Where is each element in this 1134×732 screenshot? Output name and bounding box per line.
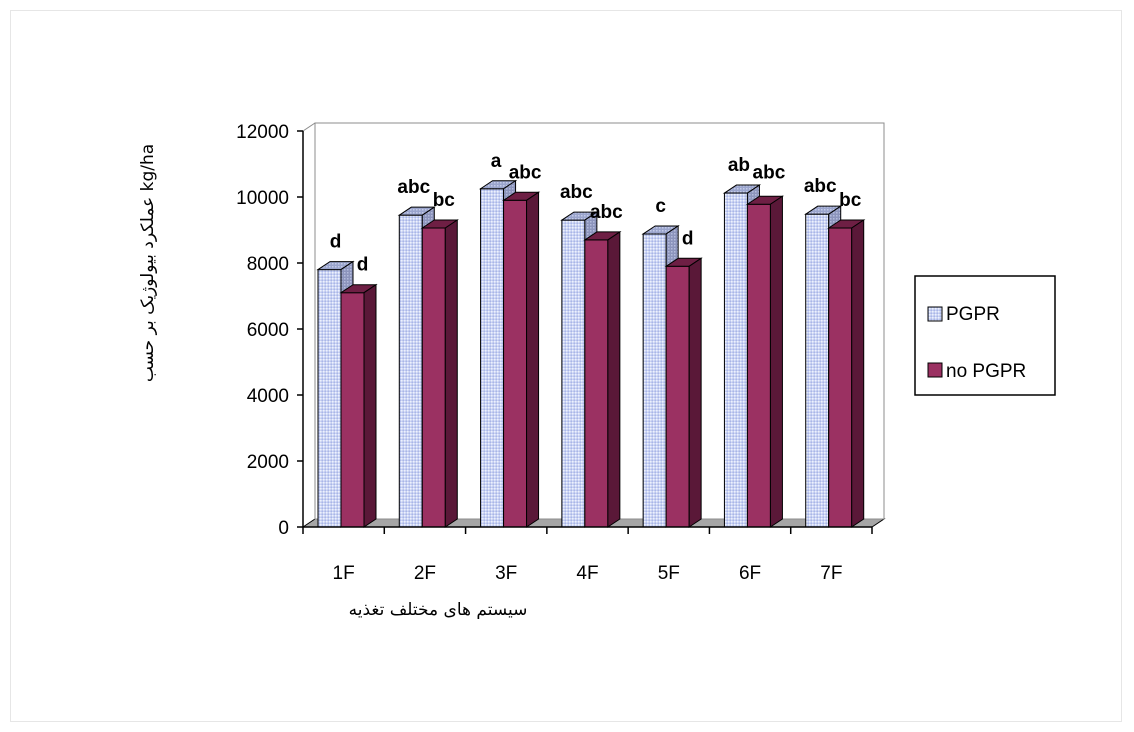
bar-front-pgpr-7F [806, 214, 829, 527]
sig-label-pgpr-4F: abc [560, 182, 593, 203]
bar-side-no-pgpr-6F [770, 196, 782, 527]
bar-front-pgpr-6F [724, 193, 747, 527]
sig-label-no-pgpr-4F: abc [590, 202, 623, 223]
y-tick-label-2000: 2000 [247, 452, 289, 473]
bar-side-no-pgpr-1F [364, 285, 376, 527]
y-tick-label-0: 0 [278, 518, 289, 539]
x-tick-label-6F: 6F [739, 563, 761, 584]
chart-frame: d d abc bc a abc abc abc c d ab abc abc bc 0 2000 4000 6… [10, 10, 1122, 722]
bar-front-pgpr-4F [562, 220, 585, 527]
sig-label-pgpr-3F: a [491, 151, 502, 172]
bar-front-pgpr-5F [643, 234, 666, 527]
bar-no-pgpr-5F [666, 258, 701, 527]
sig-label-no-pgpr-7F: bc [839, 190, 862, 211]
bar-front-pgpr-1F [318, 270, 341, 527]
bars-layer [318, 181, 864, 527]
y-tick-label-12000: 12000 [236, 122, 289, 143]
bar-no-pgpr-3F [504, 192, 539, 527]
bar-front-pgpr-3F [481, 189, 504, 527]
x-tick-label-5F: 5F [658, 563, 680, 584]
bar-side-no-pgpr-2F [445, 220, 457, 527]
bar-front-no-pgpr-5F [666, 266, 689, 527]
bar-front-no-pgpr-2F [422, 228, 445, 527]
bar-no-pgpr-6F [747, 196, 782, 527]
sig-label-no-pgpr-3F: abc [509, 162, 542, 183]
legend-label-pgpr: PGPR [946, 304, 1000, 325]
bar-side-no-pgpr-4F [608, 232, 620, 527]
y-tick-label-8000: 8000 [247, 254, 289, 275]
sig-label-pgpr-6F: ab [728, 155, 750, 176]
legend-swatch-pgpr [928, 307, 942, 321]
y-tick-label-10000: 10000 [236, 188, 289, 209]
sig-label-no-pgpr-5F: d [682, 228, 694, 249]
bar-front-no-pgpr-1F [341, 293, 364, 527]
sig-label-pgpr-2F: abc [397, 177, 430, 198]
sig-label-no-pgpr-6F: abc [753, 162, 786, 183]
x-tick-label-4F: 4F [576, 563, 598, 584]
sig-label-no-pgpr-1F: d [357, 255, 369, 276]
sig-label-pgpr-7F: abc [804, 176, 837, 197]
side-wall-edge [303, 123, 315, 131]
x-tick-label-2F: 2F [414, 563, 436, 584]
bar-no-pgpr-2F [422, 220, 457, 527]
bar-side-no-pgpr-3F [527, 192, 539, 527]
bar-front-no-pgpr-6F [747, 204, 770, 527]
bar-front-no-pgpr-4F [585, 240, 608, 527]
x-tick-label-1F: 1F [333, 563, 355, 584]
x-axis-title: سیستم های مختلف تغذیه [349, 600, 528, 620]
bar-side-no-pgpr-7F [852, 220, 864, 527]
bar-front-no-pgpr-7F [829, 228, 852, 527]
sig-label-pgpr-5F: c [655, 196, 666, 217]
x-tick-label-3F: 3F [495, 563, 517, 584]
bar-no-pgpr-1F [341, 285, 376, 527]
y-tick-label-4000: 4000 [247, 386, 289, 407]
bar-side-no-pgpr-5F [689, 258, 701, 527]
legend: PGPR no PGPR [915, 276, 1055, 395]
legend-swatch-no-pgpr [928, 363, 942, 377]
bar-no-pgpr-7F [829, 220, 864, 527]
y-tick-label-6000: 6000 [247, 320, 289, 341]
sig-label-pgpr-1F: d [330, 232, 342, 253]
x-tick-label-7F: 7F [820, 563, 842, 584]
bar-no-pgpr-4F [585, 232, 620, 527]
legend-label-no-pgpr: no PGPR [946, 361, 1026, 382]
bar-front-no-pgpr-3F [504, 200, 527, 527]
sig-label-no-pgpr-2F: bc [433, 190, 456, 211]
y-axis-title: عملکرد بیولوژیک بر حسب kg/ha [138, 144, 158, 382]
bar-front-pgpr-2F [399, 215, 422, 527]
